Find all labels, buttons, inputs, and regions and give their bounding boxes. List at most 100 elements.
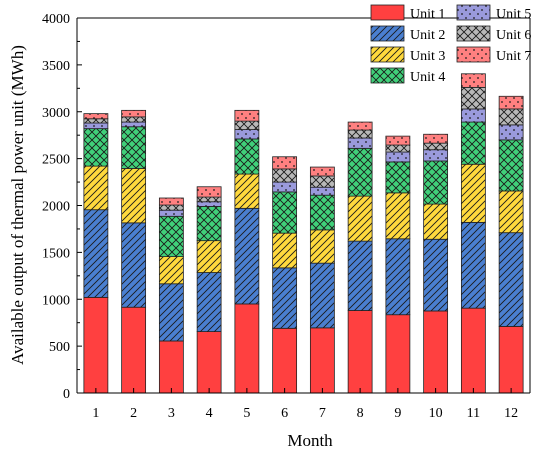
- bar-segment-pattern-month-10-unit-4: [423, 160, 448, 205]
- bar-segment-pattern-month-6-unit-6: [272, 168, 297, 183]
- bar-segment-pattern-month-6-unit-3: [272, 233, 297, 268]
- y-tick-label-500: 500: [49, 340, 70, 355]
- bar-segment-pattern-month-1-unit-7: [83, 113, 108, 119]
- bar-segment-pattern-month-5-unit-4: [234, 138, 259, 175]
- legend-label-unit-5: Unit 5: [496, 7, 531, 22]
- x-tick-label-3: 3: [168, 406, 175, 421]
- legend-swatch-pattern-unit-2: [371, 26, 404, 41]
- x-tick-label-8: 8: [357, 406, 364, 421]
- bar-segment-pattern-month-6-unit-7: [272, 156, 297, 169]
- x-tick-label-9: 9: [394, 406, 401, 421]
- bar-segment-pattern-month-1-unit-6: [83, 118, 108, 123]
- bar-segment-pattern-month-3-unit-2: [159, 283, 184, 341]
- bar-segment-pattern-month-11-unit-5: [461, 108, 486, 123]
- bar-segment-pattern-month-5-unit-7: [234, 110, 259, 122]
- legend-swatch-pattern-unit-5: [457, 5, 490, 20]
- bar-segment-pattern-month-10-unit-3: [423, 204, 448, 240]
- bar-segment-pattern-month-10-unit-5: [423, 149, 448, 161]
- y-axis-title: Available output of thermal power unit (…: [8, 45, 27, 365]
- legend-label-unit-7: Unit 7: [496, 49, 531, 64]
- bar-segment-pattern-month-3-unit-6: [159, 205, 184, 211]
- y-tick-label-2000: 2000: [42, 200, 70, 215]
- bar-segment-month-10-unit-1: [423, 310, 449, 394]
- x-tick-label-11: 11: [467, 406, 480, 421]
- bars-group: [83, 73, 524, 394]
- bar-segment-pattern-month-9-unit-7: [385, 136, 410, 146]
- bar-segment-month-4-unit-1: [196, 331, 222, 394]
- bar-segment-pattern-month-7-unit-6: [310, 175, 335, 188]
- bar-segment-pattern-month-2-unit-5: [121, 122, 146, 127]
- x-tick-label-12: 12: [504, 406, 518, 421]
- legend-swatch-unit-1: [370, 4, 405, 21]
- bar-segment-pattern-month-11-unit-6: [461, 87, 486, 109]
- bar-segment-month-6-unit-1: [272, 327, 298, 394]
- x-tick-label-10: 10: [429, 406, 443, 421]
- legend-label-unit-3: Unit 3: [410, 49, 445, 64]
- bar-segment-pattern-month-7-unit-5: [310, 187, 335, 196]
- y-tick-label-3000: 3000: [42, 106, 70, 121]
- bar-segment-pattern-month-10-unit-6: [423, 143, 448, 150]
- bar-segment-pattern-month-12-unit-7: [499, 96, 524, 109]
- bar-segment-pattern-month-8-unit-5: [348, 138, 373, 149]
- bar-segment-pattern-month-8-unit-3: [348, 196, 373, 242]
- bar-segment-month-8-unit-1: [347, 310, 373, 394]
- bar-segment-month-12-unit-1: [498, 326, 524, 394]
- bar-segment-month-3-unit-1: [158, 340, 184, 394]
- bar-segment-pattern-month-2-unit-4: [121, 126, 146, 169]
- bar-segment-pattern-month-1-unit-3: [83, 166, 108, 210]
- bar-segment-pattern-month-2-unit-6: [121, 116, 146, 123]
- bar-segment-pattern-month-6-unit-4: [272, 191, 297, 234]
- bar-segment-pattern-month-8-unit-2: [348, 241, 373, 311]
- bar-segment-pattern-month-5-unit-3: [234, 174, 259, 209]
- bar-segment-pattern-month-12-unit-3: [499, 190, 524, 233]
- bar-segment-pattern-month-9-unit-4: [385, 161, 410, 193]
- bar-segment-pattern-month-7-unit-3: [310, 229, 335, 264]
- bar-segment-pattern-month-11-unit-7: [461, 73, 486, 88]
- bar-segment-pattern-month-8-unit-6: [348, 130, 373, 138]
- bar-segment-pattern-month-12-unit-6: [499, 108, 524, 125]
- y-tick-label-1000: 1000: [42, 293, 70, 308]
- bar-segment-pattern-month-4-unit-3: [197, 240, 222, 273]
- bar-segment-pattern-month-2-unit-7: [121, 110, 146, 117]
- bar-segment-pattern-month-11-unit-4: [461, 122, 486, 165]
- legend-swatch-pattern-unit-7: [457, 47, 490, 62]
- bar-segment-pattern-month-3-unit-3: [159, 256, 184, 284]
- bar-segment-pattern-month-7-unit-7: [310, 167, 335, 176]
- y-tick-label-2500: 2500: [42, 153, 70, 168]
- bar-segment-pattern-month-3-unit-5: [159, 210, 184, 217]
- legend-swatch-pattern-unit-3: [371, 47, 404, 62]
- bar-segment-pattern-month-8-unit-4: [348, 148, 373, 197]
- y-tick-label-1500: 1500: [42, 246, 70, 261]
- x-tick-label-6: 6: [281, 406, 288, 421]
- bar-segment-pattern-month-11-unit-3: [461, 164, 486, 223]
- x-tick-label-4: 4: [206, 406, 213, 421]
- x-axis-title: Month: [287, 431, 333, 450]
- bar-segment-pattern-month-3-unit-7: [159, 198, 184, 206]
- legend-label-unit-1: Unit 1: [410, 7, 445, 22]
- bar-segment-pattern-month-4-unit-4: [197, 206, 222, 241]
- bar-segment-pattern-month-4-unit-7: [197, 186, 222, 198]
- bar-segment-pattern-month-7-unit-4: [310, 195, 335, 230]
- bar-segment-pattern-month-7-unit-2: [310, 263, 335, 328]
- bar-segment-pattern-month-9-unit-6: [385, 145, 410, 153]
- bar-segment-month-9-unit-1: [385, 314, 411, 394]
- y-tick-label-4000: 4000: [42, 12, 70, 27]
- bar-segment-pattern-month-2-unit-2: [121, 222, 146, 308]
- x-tick-label-7: 7: [319, 406, 326, 421]
- bar-segment-pattern-month-9-unit-3: [385, 192, 410, 239]
- bar-segment-pattern-month-6-unit-5: [272, 182, 297, 192]
- bar-segment-pattern-month-5-unit-6: [234, 121, 259, 130]
- bar-segment-month-5-unit-1: [234, 303, 260, 394]
- bar-segment-pattern-month-4-unit-5: [197, 201, 222, 207]
- bar-segment-month-7-unit-1: [309, 327, 335, 394]
- legend-swatch-pattern-unit-6: [457, 26, 490, 41]
- bar-segment-pattern-month-1-unit-4: [83, 128, 108, 167]
- legend-label-unit-4: Unit 4: [410, 70, 445, 85]
- bar-segment-pattern-month-9-unit-5: [385, 152, 410, 162]
- y-tick-label-3500: 3500: [42, 59, 70, 74]
- bar-segment-pattern-month-12-unit-4: [499, 139, 524, 191]
- bar-segment-month-11-unit-1: [460, 307, 486, 394]
- bar-segment-pattern-month-3-unit-4: [159, 216, 184, 257]
- bar-segment-pattern-month-12-unit-5: [499, 124, 524, 140]
